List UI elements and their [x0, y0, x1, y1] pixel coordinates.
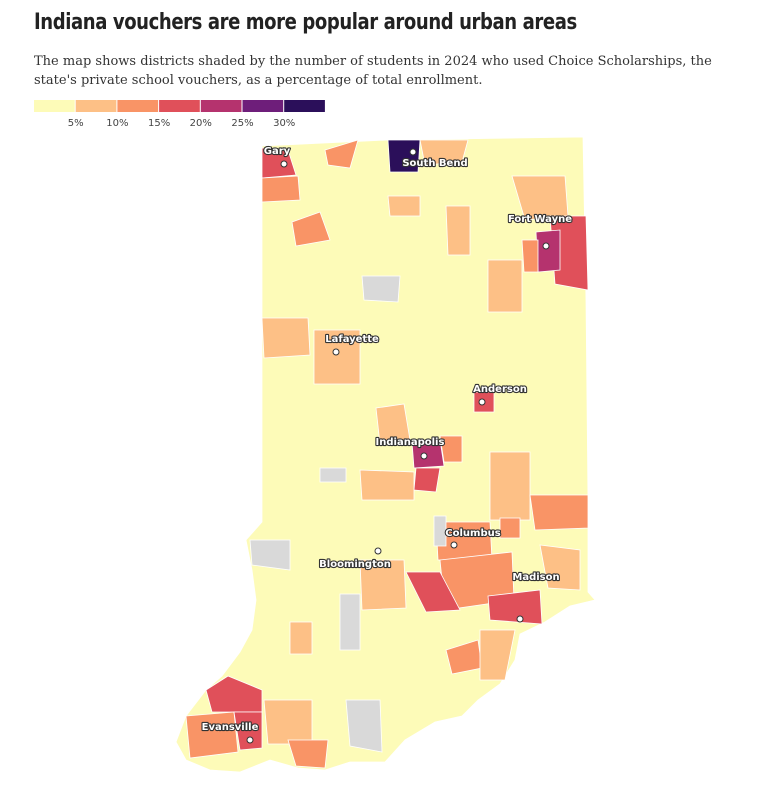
district — [489, 451, 531, 521]
district — [405, 571, 461, 613]
district — [433, 515, 447, 547]
district — [535, 229, 561, 273]
city-dot — [280, 160, 288, 168]
legend-swatch — [117, 100, 159, 112]
district — [261, 317, 311, 359]
district — [249, 539, 291, 571]
district — [313, 329, 361, 385]
district — [479, 629, 516, 681]
district — [487, 259, 523, 313]
legend-label: 25% — [231, 118, 253, 129]
district — [521, 239, 539, 273]
city-label: Gary — [264, 146, 291, 157]
district — [413, 467, 441, 493]
district — [387, 195, 421, 217]
district — [261, 175, 301, 203]
district — [359, 559, 407, 611]
city-label: Anderson — [473, 384, 527, 395]
legend-label: 30% — [273, 118, 295, 129]
district — [445, 205, 471, 256]
district — [289, 621, 313, 655]
district — [291, 211, 331, 247]
district — [419, 139, 469, 166]
district — [487, 589, 543, 625]
district — [324, 139, 359, 169]
legend-swatch — [159, 100, 200, 112]
district — [185, 711, 239, 759]
district — [439, 435, 463, 463]
district — [539, 544, 581, 591]
legend-label: 10% — [106, 118, 128, 129]
district — [499, 517, 521, 539]
city-label: South Bend — [402, 158, 467, 169]
legend-swatch — [242, 100, 284, 112]
legend-label: 5% — [68, 118, 84, 129]
city-label: Fort Wayne — [508, 214, 572, 225]
city-dot — [332, 348, 340, 356]
district — [375, 403, 411, 445]
city-dot — [246, 736, 254, 744]
district — [205, 675, 263, 713]
district — [361, 275, 401, 303]
legend-swatch — [284, 100, 325, 112]
district — [263, 699, 313, 745]
district — [387, 139, 421, 173]
district — [529, 494, 589, 531]
district — [411, 439, 445, 469]
legend-swatch — [75, 100, 117, 112]
subtitle: The map shows districts shaded by the nu… — [34, 54, 712, 88]
city-dot — [478, 398, 486, 406]
district — [339, 593, 361, 651]
city-dot — [516, 615, 524, 623]
city-dot — [374, 547, 382, 555]
city-labels: Gary South Bend Fort Wayne Lafayette Anderso… — [201, 145, 573, 744]
legend-label: 15% — [148, 118, 170, 129]
legend-swatch — [34, 100, 75, 112]
city-label: Bloomington — [319, 559, 391, 570]
city-label: Evansville — [202, 722, 259, 733]
city-label: Indianapolis — [376, 437, 445, 448]
city-label: Columbus — [445, 528, 500, 539]
legend-label: 20% — [190, 118, 212, 129]
state-outline — [175, 136, 596, 773]
title: Indiana vouchers are more popular around… — [34, 10, 577, 35]
city-label: Lafayette — [325, 334, 379, 345]
district — [287, 739, 329, 769]
district — [319, 467, 347, 483]
district — [345, 699, 383, 753]
city-dot — [409, 148, 417, 156]
city-label: Madison — [512, 572, 559, 583]
city-dot — [420, 452, 428, 460]
district — [233, 711, 263, 751]
district — [359, 469, 415, 501]
district — [261, 147, 297, 179]
legend: 5% 10% 15% 20% 25% 30% — [34, 100, 325, 129]
city-dot — [542, 242, 550, 250]
legend-swatch — [200, 100, 242, 112]
city-dot — [450, 541, 458, 549]
districts — [185, 139, 589, 769]
